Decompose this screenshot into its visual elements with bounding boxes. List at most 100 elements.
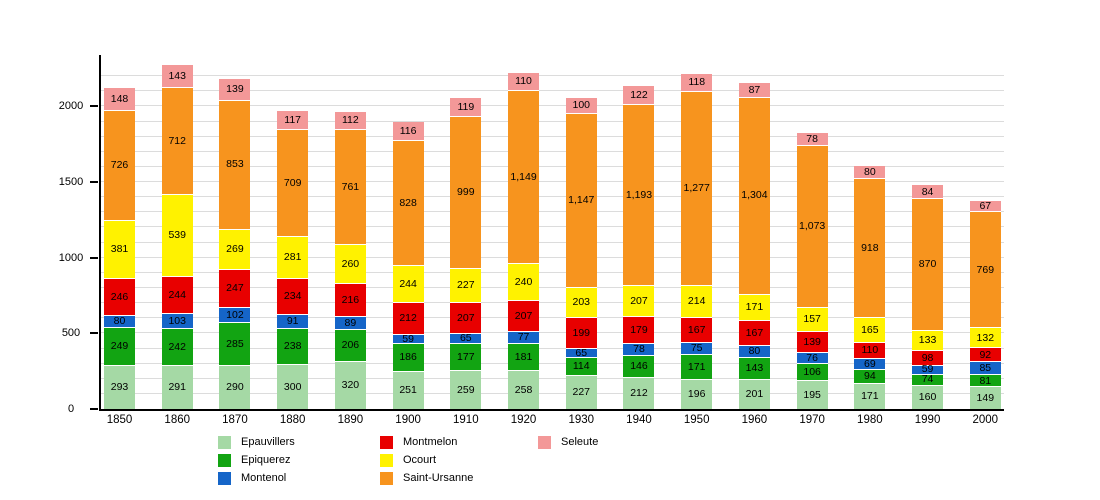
legend-item-seleute: Seleute [538,433,598,451]
x-tick-label: 1960 [741,414,768,426]
bar-value-label: 539 [168,229,186,242]
gridline [101,120,1004,122]
bar-value-label: 212 [399,312,417,325]
bar-segment-epauvillers: 171 [854,383,886,409]
legend-label: Epauvillers [241,436,295,448]
bar-value-label: 157 [803,313,821,326]
bar-value-label: 78 [633,343,645,356]
bar-column-1990: 160 74 59 98 133 870 84 [912,185,944,409]
bar-segment-epauvillers: 259 [450,369,482,409]
bar-value-label: 148 [110,92,129,105]
legend-label: Montenol [241,472,287,484]
bar-value-label: 244 [399,277,417,290]
bar-segment-epiquerez: 238 [277,327,309,364]
gridline [101,256,1004,258]
legend-item-montenol: Montenol [218,469,295,487]
legend-column: Montmelon Ocourt Saint-Ursanne [380,433,473,487]
gridline [101,90,1004,92]
bar-value-label: 106 [803,365,821,378]
bar-value-label: 179 [630,323,648,336]
bar-value-label: 80 [748,345,761,358]
bar-value-label: 114 [572,360,590,373]
bar-column-1980: 171 94 69 110 165 918 80 [854,165,886,409]
bar-value-label: 381 [110,243,129,256]
x-tick-label: 1950 [683,414,710,426]
bar-segment-seleute: 148 [104,87,135,111]
bar-segment-ocourt: 244 [392,265,424,302]
legend-item-ocourt: Ocourt [380,451,473,469]
bar-segment-montenol: 59 [912,363,944,376]
bar-value-label: 207 [457,311,475,324]
bar-segment-montenol: 78 [623,343,655,356]
bar-segment-epiquerez: 206 [334,329,366,361]
bar-segment-saint-ursanne: 870 [912,198,944,330]
bar-segment-montmelon: 207 [508,299,540,331]
bar-segment-montenol: 65 [450,333,482,343]
bar-value-label: 186 [399,351,417,364]
gridline [101,241,1004,243]
bar-segment-seleute: 119 [450,98,482,117]
legend-swatch-epiquerez [218,453,231,467]
bar-segment-seleute: 143 [161,65,193,87]
bar-segment-epiquerez: 146 [623,354,655,377]
gridline [101,150,1004,152]
bar-segment-epiquerez: 181 [508,342,540,370]
gridline [101,317,1004,319]
bar-value-label: 1,304 [741,189,768,202]
bar-value-label: 160 [918,391,937,404]
x-tick-label: 1900 [395,414,421,426]
bar-segment-epiquerez: 285 [219,322,251,366]
bar-segment-epiquerez: 106 [796,363,828,380]
bar-value-label: 1,147 [568,194,595,207]
bar-value-label: 149 [976,391,995,404]
bar-value-label: 118 [688,76,706,89]
bar-value-label: 167 [687,323,706,336]
bar-segment-montmelon: 234 [277,278,309,314]
x-tick-label: 1940 [626,414,652,426]
bar-segment-seleute: 87 [738,83,770,97]
gridline [101,271,1004,273]
bar-value-label: 290 [226,381,244,394]
bar-segment-ocourt: 269 [219,228,251,270]
bar-segment-epauvillers: 258 [508,369,540,409]
bar-value-label: 110 [861,344,879,357]
bar-value-label: 227 [572,386,591,399]
y-tick-mark [90,332,98,335]
bar-value-label: 251 [399,384,417,397]
bar-segment-montenol: 80 [104,314,135,328]
bar-value-label: 59 [921,363,934,376]
bar-segment-epauvillers: 201 [738,378,770,409]
gridline [101,362,1004,364]
y-tick-mark [90,181,98,184]
bar-segment-montmelon: 212 [392,301,424,334]
bar-value-label: 196 [687,388,706,401]
bar-segment-montmelon: 244 [161,275,193,313]
bar-segment-saint-ursanne: 726 [104,110,135,221]
bar-value-label: 259 [457,383,475,396]
bar-value-label: 214 [687,294,706,307]
bar-value-label: 139 [803,335,821,348]
bar-segment-ocourt: 227 [450,267,482,302]
legend-item-epauvillers: Epauvillers [218,433,295,451]
y-tick-label: 2000 [58,100,84,113]
bar-value-label: 918 [861,241,879,254]
bar-value-label: 112 [342,114,359,127]
bar-value-label: 84 [921,185,934,198]
bar-segment-montmelon: 167 [681,316,713,343]
bar-segment-epauvillers: 160 [912,384,944,409]
bar-segment-ocourt: 539 [161,194,193,276]
bar-segment-ocourt: 260 [334,243,366,284]
bar-segment-epauvillers: 195 [796,379,828,409]
bar-segment-seleute: 118 [681,73,713,92]
bar-value-label: 75 [690,342,703,355]
bar-value-label: 240 [514,275,533,288]
bar-value-label: 293 [110,381,129,394]
bar-value-label: 246 [110,290,129,303]
bar-column-1860: 291 242 103 244 539 712 143 [161,65,193,409]
gridline [101,347,1004,349]
plot-area: 293 249 80 246 381 726 148 291 242 103 244 539 712 14… [99,55,1004,411]
bar-column-1850: 293 249 80 246 381 726 148 [104,87,135,409]
gridline [101,181,1004,183]
gridline [101,377,1004,379]
